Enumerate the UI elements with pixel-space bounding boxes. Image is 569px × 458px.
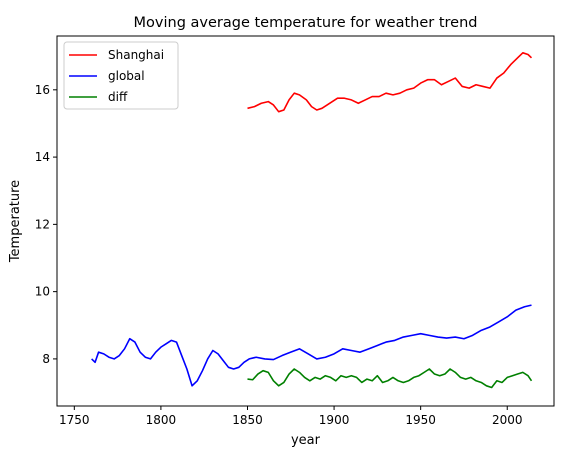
legend-label-shanghai: Shanghai — [108, 48, 164, 62]
x-tick-label: 1750 — [59, 413, 90, 427]
x-axis-label: year — [291, 433, 321, 448]
legend-label-diff: diff — [108, 90, 128, 104]
legend-label-global: global — [108, 69, 145, 83]
chart-title: Moving average temperature for weather t… — [134, 15, 478, 31]
y-tick-label: 14 — [35, 150, 50, 164]
series-line-shanghai — [247, 52, 533, 113]
plot-frame — [56, 35, 555, 407]
y-tick-label: 12 — [35, 217, 50, 231]
x-tick-label: 1800 — [146, 413, 177, 427]
x-tick-label: 1900 — [319, 413, 350, 427]
series-line-global — [91, 304, 532, 387]
legend-box — [63, 41, 179, 110]
y-axis-label: Temperature — [8, 180, 23, 263]
x-tick-label: 1950 — [405, 413, 436, 427]
y-tick-label: 16 — [35, 83, 50, 97]
y-tick-label: 10 — [35, 285, 50, 299]
y-tick-label: 8 — [42, 352, 50, 366]
series-line-diff — [247, 368, 533, 389]
x-tick-label: 2000 — [492, 413, 523, 427]
x-tick-label: 1850 — [232, 413, 263, 427]
